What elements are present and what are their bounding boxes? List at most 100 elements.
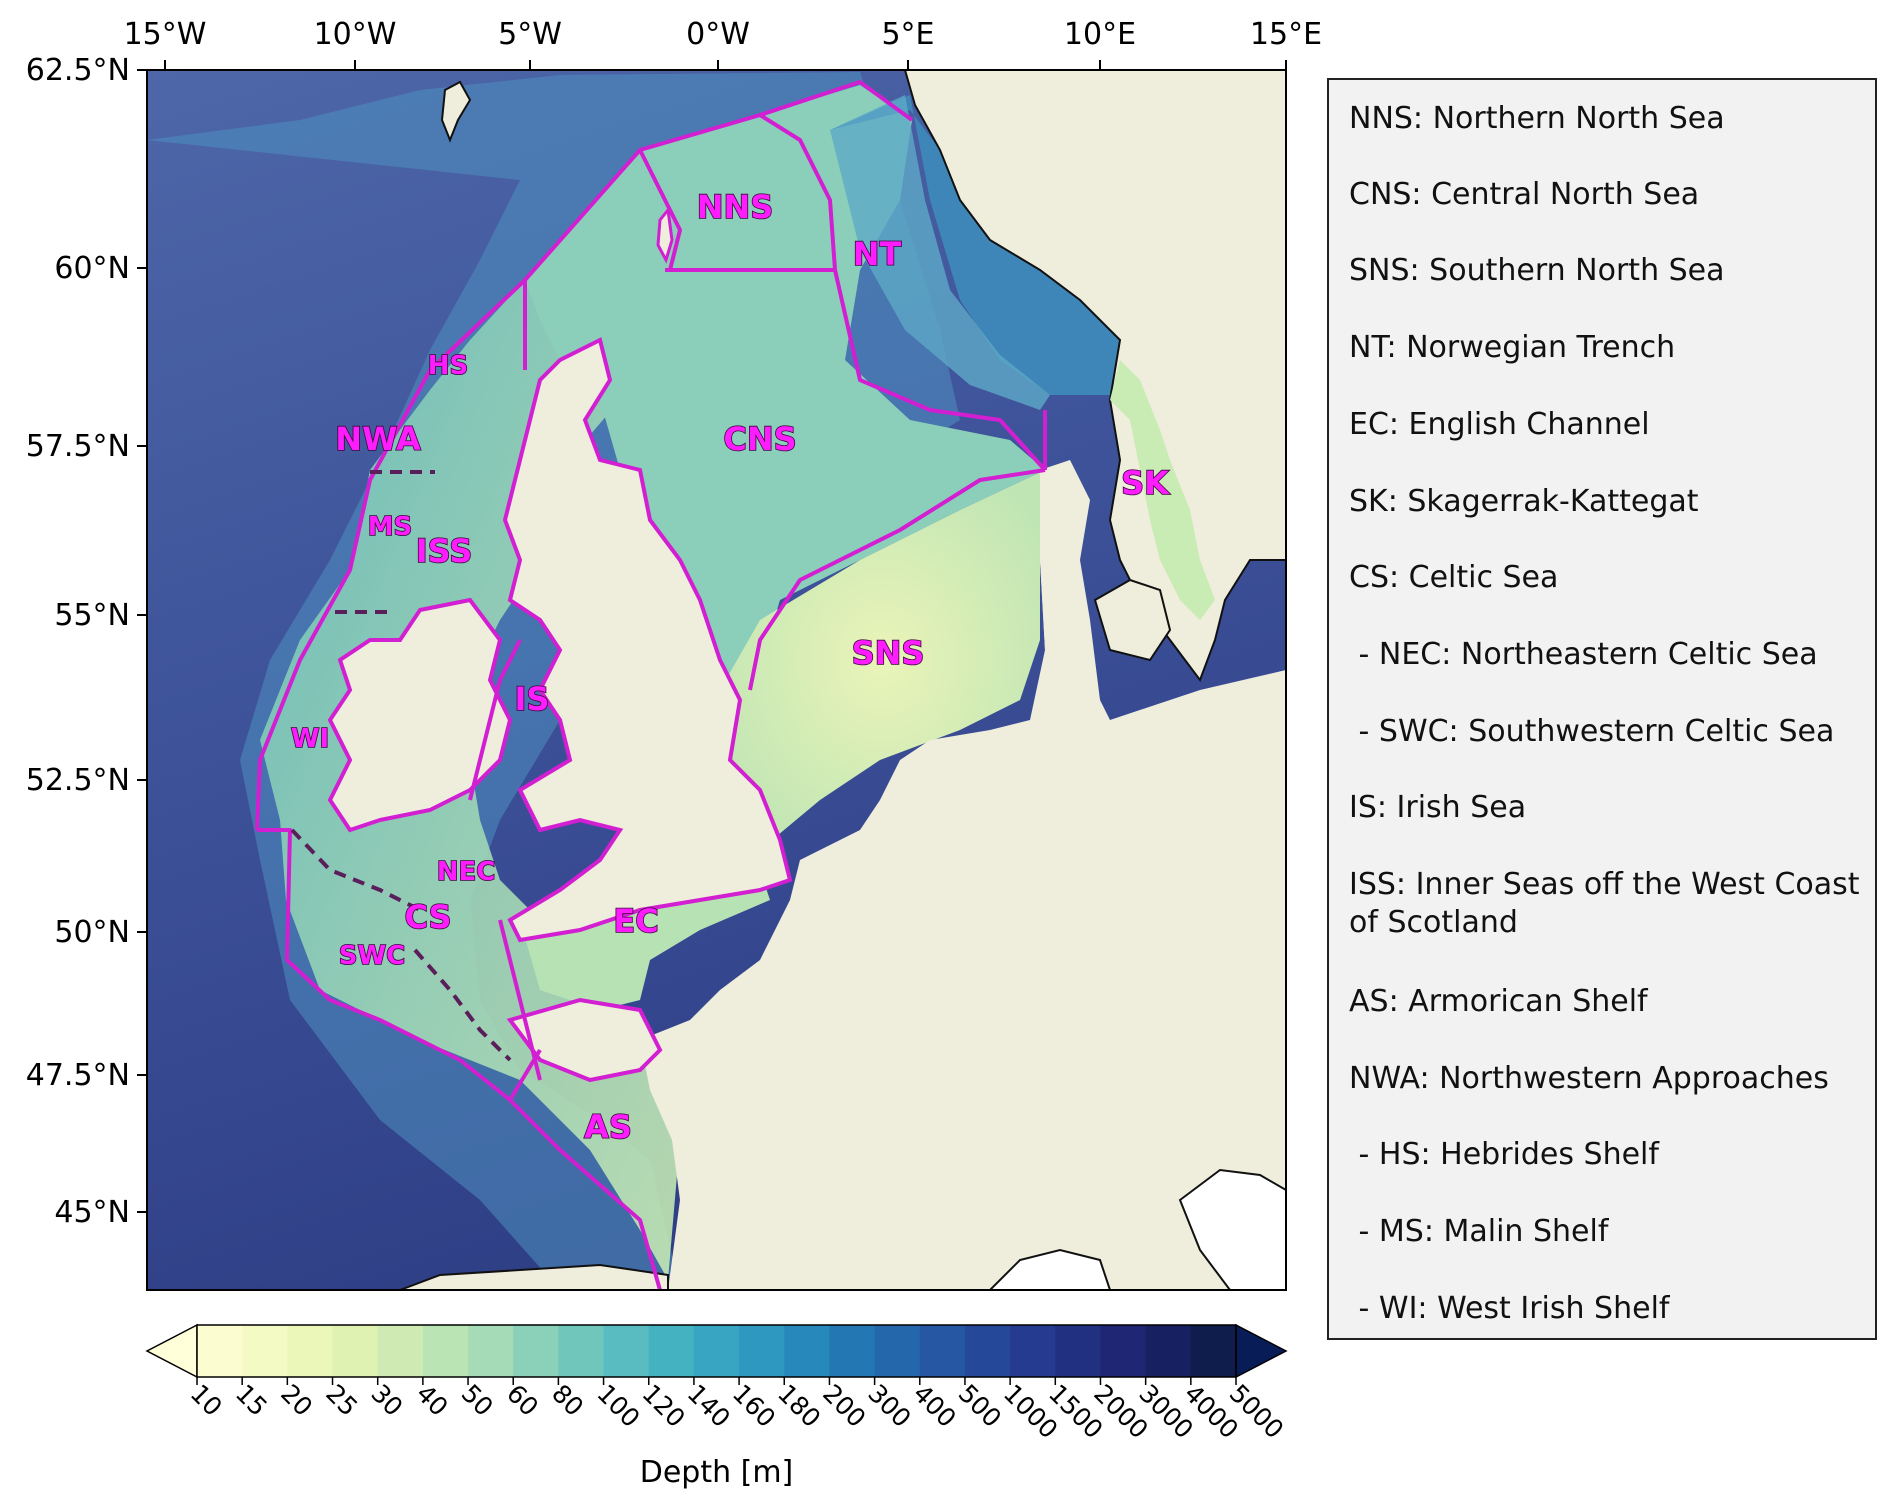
legend-item: NWA: Northwestern Approaches — [1349, 1061, 1829, 1096]
lat-tick-label: 50°N — [54, 915, 130, 950]
boundary-shelf-edge-south — [257, 828, 662, 1290]
region-label-sk: SK — [1121, 464, 1170, 502]
colorbar-segment — [784, 1325, 831, 1377]
boundary-nns-west — [638, 149, 682, 271]
colorbar-tick-label: 30 — [365, 1379, 408, 1422]
region-label-ec: EC — [613, 902, 658, 940]
region-legend: NNS: Northern North Sea CNS: Central Nort… — [1327, 78, 1877, 1340]
lat-tick-label: 60°N — [54, 251, 130, 286]
colorbar-frame — [196, 1324, 1237, 1378]
colorbar-tick-label: 60 — [501, 1379, 544, 1422]
colorbar-segment — [603, 1325, 650, 1377]
colorbar-tick-label: 10 — [185, 1379, 228, 1422]
latitude-ticks: 62.5°N 60°N 57.5°N 55°N 52.5°N 50°N 47.5°N 45°N — [26, 53, 147, 1230]
colorbar-tick-label: 300 — [862, 1379, 916, 1433]
land-great-britain — [502, 337, 793, 943]
boundary-cs-as — [508, 1048, 542, 1102]
legend-item: - SWC: Southwestern Celtic Sea — [1349, 714, 1835, 749]
boundary-is-west — [468, 639, 522, 801]
colorbar-segment — [829, 1325, 876, 1377]
colorbar-segment — [648, 1325, 695, 1377]
lon-tick-label: 15°W — [124, 17, 207, 52]
lon-tick-label: 10°W — [314, 17, 397, 52]
land-continent — [640, 460, 1286, 1290]
lon-tick-label: 10°E — [1064, 17, 1136, 52]
colorbar-segment — [422, 1325, 469, 1377]
colorbar-tick-label: 5000 — [1224, 1379, 1289, 1444]
colorbar-tick-label: 140 — [682, 1379, 736, 1433]
legend-item: - MS: Malin Shelf — [1349, 1214, 1609, 1249]
colorbar-segment — [377, 1325, 424, 1377]
lat-tick-label: 47.5°N — [26, 1058, 130, 1093]
legend-item: EC: English Channel — [1349, 407, 1650, 442]
colorbar-tick-label: 200 — [817, 1379, 871, 1433]
region-label-nt: NT — [853, 235, 902, 273]
region-label-as: AS — [584, 1108, 632, 1146]
colorbar-segment — [964, 1325, 1011, 1377]
region-label-cns: CNS — [723, 420, 796, 458]
colorbar-title: Depth [m] — [640, 1455, 794, 1490]
legend-item: CS: Celtic Sea — [1349, 560, 1559, 595]
lon-tick-label: 0°W — [686, 17, 750, 52]
region-boundaries — [255, 80, 1047, 1290]
colorbar-segment — [919, 1325, 966, 1377]
colorbar-segment — [1010, 1325, 1056, 1377]
colorbar-segment — [197, 1325, 243, 1377]
lon-tick-label: 5°E — [881, 17, 934, 52]
southern-north-sea — [720, 470, 1045, 850]
region-label-iss: ISS — [416, 532, 473, 570]
legend-item: SNS: Southern North Sea — [1349, 253, 1725, 288]
colorbar-segment — [513, 1325, 559, 1377]
trench-edge — [830, 95, 1050, 410]
land-white-area-east — [1178, 1168, 1286, 1290]
land-white-area — [988, 1248, 1112, 1290]
land-denmark — [1040, 470, 1100, 720]
region-label-cs: CS — [404, 898, 451, 936]
colorbar-segment — [739, 1325, 785, 1377]
lat-tick-label: 62.5°N — [26, 53, 130, 88]
boundary-nt-west — [758, 113, 1047, 472]
colorbar-tick-label: 80 — [546, 1379, 589, 1422]
colorbar-segment — [1145, 1325, 1192, 1377]
land-faroe — [440, 80, 472, 143]
region-label-nns: NNS — [697, 188, 774, 226]
colorbar-tick-label: 120 — [636, 1379, 690, 1433]
lon-tick-label: 15°E — [1250, 17, 1322, 52]
legend-item: - WI: West Irish Shelf — [1349, 1291, 1670, 1326]
legend-item: AS: Armorican Shelf — [1349, 984, 1648, 1019]
colorbar-tick-label: 50 — [456, 1379, 499, 1422]
norwegian-trench — [830, 95, 1120, 395]
legend-item: ISS: Inner Seas off the West Coast of Sc… — [1349, 867, 1870, 940]
region-label-nec: NEC — [437, 857, 496, 887]
colorbar-segment — [468, 1325, 514, 1377]
legend-item: - HS: Hebrides Shelf — [1349, 1137, 1659, 1172]
legend-item: IS: Irish Sea — [1349, 790, 1527, 825]
land-shetland — [656, 206, 674, 264]
legend-item: NNS: Northern North Sea — [1349, 101, 1725, 136]
colorbar-segment — [332, 1325, 379, 1377]
map-border — [146, 69, 1287, 1291]
colorbar-tick-label: 400 — [908, 1379, 962, 1433]
lat-tick-label: 57.5°N — [26, 429, 130, 464]
legend-item: - NEC: Northeastern Celtic Sea — [1349, 637, 1818, 672]
region-label-is: IS — [515, 680, 550, 718]
boundary-cs-ec — [498, 919, 542, 1081]
colorbar-tick-label: 100 — [591, 1379, 645, 1433]
sub-boundaries — [290, 470, 512, 1062]
boundary-shelf-edge-north — [255, 80, 914, 831]
colorbar-segment — [1100, 1325, 1147, 1377]
colorbar-segment — [1190, 1325, 1237, 1377]
colorbar-segment — [1055, 1325, 1102, 1377]
lat-tick-label: 52.5°N — [26, 763, 130, 798]
legend-item: CNS: Central North Sea — [1349, 177, 1700, 212]
colorbar-segment — [874, 1325, 921, 1377]
longitude-ticks: 15°W 10°W 5°W 0°W 5°E 10°E 15°E — [124, 17, 1322, 70]
lat-tick-label: 45°N — [54, 1195, 130, 1230]
region-label-sns: SNS — [852, 634, 925, 672]
region-label-nwa: NWA — [335, 420, 421, 458]
legend-item: NT: Norwegian Trench — [1349, 330, 1676, 365]
kattegat-water — [1110, 360, 1215, 620]
land-ireland — [327, 597, 513, 833]
